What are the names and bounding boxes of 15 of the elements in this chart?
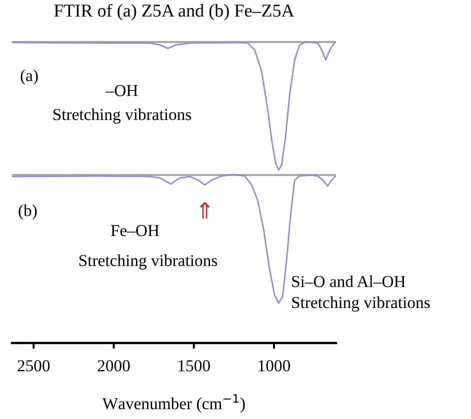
annotation: –OH bbox=[106, 84, 138, 96]
annotation: Stretching vibrations bbox=[53, 108, 192, 124]
annotation: Fe–OH bbox=[110, 224, 160, 236]
annotation: (b) bbox=[18, 204, 37, 220]
annotation: Si–O and Al–OH bbox=[292, 275, 406, 288]
x-tick-label: 1500 bbox=[178, 360, 210, 372]
x-axis-title: Wavenumber (cm$^{−1}$) bbox=[102, 394, 245, 413]
annotation: Stretching vibrations bbox=[292, 296, 430, 312]
annotation: Stretching vibrations bbox=[79, 254, 218, 270]
x-tick-label: 1000 bbox=[258, 360, 290, 372]
x-tick-label: 2500 bbox=[18, 360, 50, 372]
chart-title: FTIR of (a) Z5A and (b) Fe–Z5A bbox=[54, 4, 294, 20]
annotation: ⇑ bbox=[200, 202, 210, 219]
annotation: (a) bbox=[20, 69, 38, 85]
x-tick-label: 2000 bbox=[98, 360, 130, 372]
